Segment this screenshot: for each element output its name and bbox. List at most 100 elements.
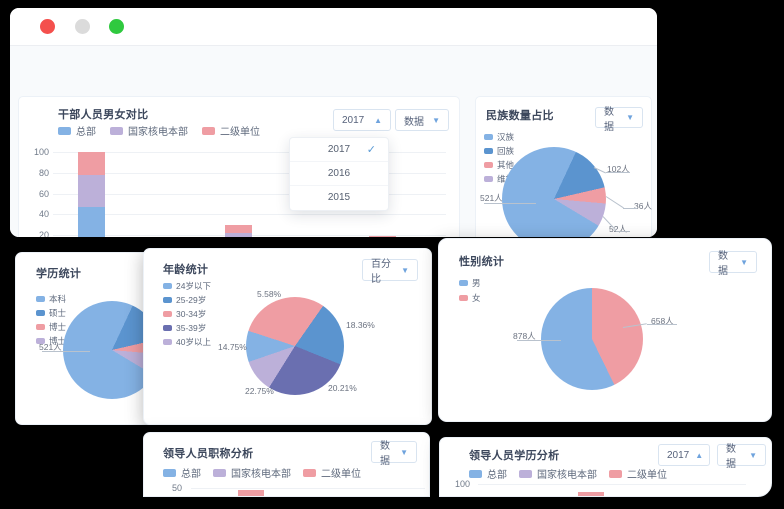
metric-select[interactable]: 数据 ▼ <box>709 251 757 277</box>
legend-label: 回族 <box>497 146 515 156</box>
pie-chart <box>541 288 643 390</box>
minimize-window-button[interactable] <box>75 19 90 34</box>
panel-title: 学历统计 <box>36 268 82 280</box>
legend-item[interactable]: 男 <box>459 277 481 289</box>
legend-item[interactable]: 国家核电本部 <box>110 123 188 138</box>
legend-label: 本科 <box>49 294 67 304</box>
legend-label: 女 <box>472 293 481 303</box>
window-titlebar <box>10 8 657 46</box>
legend-label: 总部 <box>181 469 201 480</box>
caret-up-icon: ▲ <box>695 450 704 460</box>
close-window-button[interactable] <box>40 19 55 34</box>
chart-legend: 总部 国家核电本部 二级单位 <box>163 465 361 480</box>
bar-segment <box>368 236 396 237</box>
leader-line <box>647 324 677 325</box>
legend-swatch <box>36 296 45 302</box>
legend-item[interactable]: 回族 <box>484 145 514 157</box>
legend-label: 国家核电本部 <box>537 470 597 481</box>
y-axis-tick-label: 20 <box>38 230 49 237</box>
legend-item[interactable]: 女 <box>459 292 481 304</box>
legend-item[interactable]: 总部 <box>163 465 201 480</box>
panel-title: 干部人员男女对比 <box>58 109 149 121</box>
metric-select[interactable]: 数据 ▼ <box>717 444 766 470</box>
menu-item-2016[interactable]: 2016 <box>290 162 388 186</box>
bar-segment <box>77 174 105 208</box>
metric-select-value: 数据 <box>726 444 736 470</box>
menu-item-2017[interactable]: 2017 ✓ <box>290 138 388 162</box>
bar-segment <box>578 492 604 496</box>
chart-legend: 男女 <box>459 277 481 304</box>
legend-item[interactable]: 二级单位 <box>303 465 361 480</box>
legend-item[interactable]: 汉族 <box>484 131 514 143</box>
metric-select[interactable]: 数据 ▼ <box>395 109 449 131</box>
caret-down-icon: ▼ <box>400 447 408 457</box>
pie-value-label: 658人 <box>651 316 674 326</box>
legend-label: 30-34岁 <box>176 309 207 319</box>
metric-select-value: 数据 <box>604 106 614 133</box>
legend-label: 汉族 <box>497 132 515 142</box>
legend-swatch <box>484 134 493 140</box>
legend-item[interactable]: 博士后 <box>36 335 75 347</box>
legend-item[interactable]: 40岁以上 <box>163 336 211 348</box>
legend-item[interactable]: 二级单位 <box>202 123 260 138</box>
maximize-window-button[interactable] <box>109 19 124 34</box>
legend-swatch <box>213 468 226 477</box>
y-axis-tick-label: 50 <box>171 483 182 493</box>
legend-item[interactable]: 30-34岁 <box>163 308 211 320</box>
pie-chart <box>246 297 344 395</box>
legend-item[interactable]: 博士 <box>36 321 75 333</box>
year-select[interactable]: 2017 ▲ <box>333 109 391 131</box>
y-axis-tick-label: 60 <box>38 188 49 199</box>
year-dropdown-menu: 2017 ✓ 2016 2015 <box>289 137 389 211</box>
caret-down-icon: ▼ <box>432 115 440 125</box>
pie-value-label: 20.21% <box>328 383 357 393</box>
legend-item[interactable]: 35-39岁 <box>163 322 211 334</box>
year-select-value: 2017 <box>342 114 365 126</box>
legend-label: 总部 <box>487 470 507 481</box>
pie-value-label: 36人 <box>634 201 652 211</box>
leader-line <box>484 203 536 204</box>
panel-title: 领导人员学历分析 <box>469 450 560 462</box>
legend-label: 24岁以下 <box>176 281 211 291</box>
legend-swatch <box>459 280 468 286</box>
chart-legend: 总部 国家核电本部 二级单位 <box>469 466 667 481</box>
menu-item-2015[interactable]: 2015 <box>327 192 351 203</box>
legend-item[interactable]: 总部 <box>469 466 507 481</box>
legend-label: 国家核电本部 <box>231 469 291 480</box>
panel-leader-title-analysis: 领导人员职称分析 数据 ▼ 总部 国家核电本部 二级单位 50 <box>143 432 430 497</box>
check-icon: ✓ <box>366 144 376 156</box>
year-select[interactable]: 2017 ▲ <box>658 444 710 466</box>
legend-item[interactable]: 总部 <box>58 123 96 138</box>
bar-segment <box>224 233 252 237</box>
leader-line <box>606 172 630 173</box>
gridline <box>191 488 425 489</box>
pie-value-label: 102人 <box>607 164 630 174</box>
legend-swatch <box>484 176 493 182</box>
y-axis-tick-label: 40 <box>38 209 49 220</box>
legend-item[interactable]: 24岁以下 <box>163 280 211 292</box>
legend-swatch <box>163 297 172 303</box>
bar-segment <box>238 490 264 496</box>
legend-item[interactable]: 国家核电本部 <box>519 466 597 481</box>
legend-label: 博士 <box>49 322 67 332</box>
legend-item[interactable]: 国家核电本部 <box>213 465 291 480</box>
gridline <box>478 484 746 485</box>
legend-swatch <box>202 126 215 135</box>
metric-select[interactable]: 数据 ▼ <box>595 107 643 133</box>
legend-item[interactable]: 本科 <box>36 293 75 305</box>
legend-swatch <box>163 339 172 345</box>
metric-select-value: 百分比 <box>371 259 391 285</box>
metric-select-value: 数据 <box>380 441 390 467</box>
legend-item[interactable]: 硕士 <box>36 307 75 319</box>
metric-select[interactable]: 百分比 ▼ <box>362 259 418 285</box>
gridline <box>53 193 446 195</box>
caret-down-icon: ▼ <box>749 450 757 460</box>
metric-select[interactable]: 数据 ▼ <box>371 441 417 467</box>
legend-item[interactable]: 其他 <box>484 159 514 171</box>
legend-item[interactable]: 二级单位 <box>609 466 667 481</box>
panel-title: 性别统计 <box>459 256 505 268</box>
caret-down-icon: ▼ <box>626 113 634 122</box>
legend-item[interactable]: 25-29岁 <box>163 294 211 306</box>
